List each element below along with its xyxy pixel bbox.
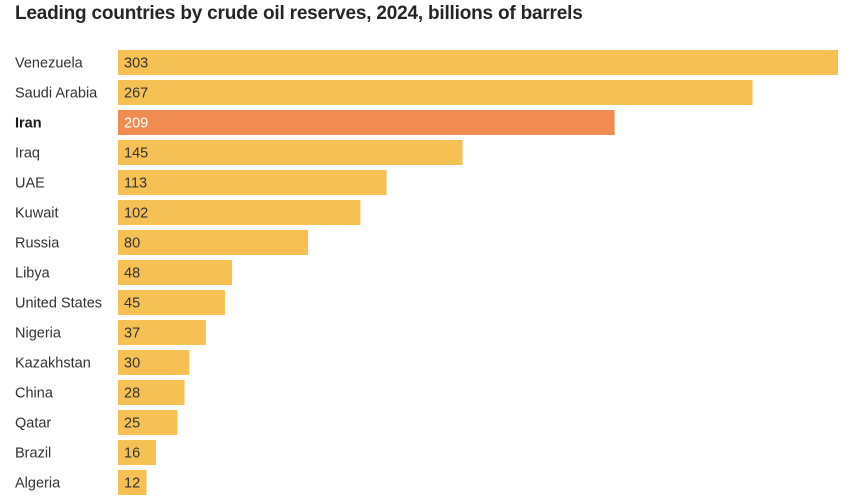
bar-algeria	[118, 470, 147, 495]
category-label: United States	[15, 296, 102, 312]
value-label: 25	[124, 416, 140, 432]
value-label: 209	[124, 116, 148, 132]
value-label: 45	[124, 296, 140, 312]
category-label: Brazil	[15, 446, 51, 462]
bar-venezuela	[118, 50, 838, 75]
category-label: Kazakhstan	[15, 356, 91, 372]
bar-nigeria	[118, 320, 206, 345]
category-label: Iraq	[15, 146, 40, 162]
category-label: Qatar	[15, 416, 51, 432]
bar-kazakhstan	[118, 350, 190, 375]
value-label: 267	[124, 86, 148, 102]
value-label: 37	[124, 326, 140, 342]
value-label: 16	[124, 446, 140, 462]
bar-russia	[118, 230, 309, 255]
category-label: Kuwait	[15, 206, 59, 222]
bar-kuwait	[118, 200, 361, 225]
category-label: Russia	[15, 236, 60, 252]
value-label: 102	[124, 206, 148, 222]
category-label: Saudi Arabia	[15, 86, 98, 102]
value-label: 303	[124, 56, 148, 72]
value-label: 48	[124, 266, 140, 282]
value-label: 30	[124, 356, 140, 372]
value-label: 145	[124, 146, 148, 162]
category-label: Nigeria	[15, 326, 62, 342]
bar-qatar	[118, 410, 178, 435]
value-label: 80	[124, 236, 140, 252]
category-label: Iran	[15, 116, 42, 132]
category-label: Algeria	[15, 476, 61, 492]
bar-saudi-arabia	[118, 80, 753, 105]
bar-brazil	[118, 440, 157, 465]
bar-united-states	[118, 290, 225, 315]
bar-china	[118, 380, 185, 405]
category-label: UAE	[15, 176, 45, 192]
category-label: Libya	[15, 266, 51, 282]
value-label: 113	[124, 176, 147, 192]
category-label: Venezuela	[15, 56, 84, 72]
bar-uae	[118, 170, 387, 195]
bar-libya	[118, 260, 233, 285]
category-label: China	[15, 386, 54, 402]
chart-title: Leading countries by crude oil reserves,…	[15, 3, 583, 24]
value-label: 12	[124, 476, 140, 492]
value-label: 28	[124, 386, 140, 402]
bar-iraq	[118, 140, 463, 165]
bar-iran	[118, 110, 615, 135]
